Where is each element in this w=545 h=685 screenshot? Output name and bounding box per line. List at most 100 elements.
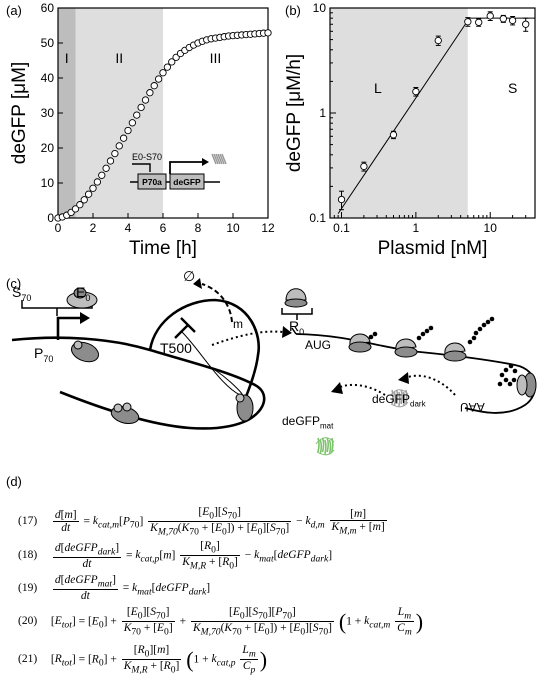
inset-arrow [169,161,202,174]
region-label-III: III [210,50,222,66]
data-point [168,58,176,66]
maturation-arrow-head [331,382,343,394]
x-tick-label: 10 [484,221,498,235]
inset-protein-strand [215,153,221,165]
inset-connector [132,163,151,172]
ribosome-on-mrna-3 [443,342,467,362]
data-point [106,157,115,165]
panel-label-d: (d) [6,474,22,489]
y-tick-label: 40 [41,71,55,85]
data-point [434,36,442,45]
equation-19: (19) d[deGFPmat] dt = kmat[deGFPdark] [18,574,211,603]
polymerase-on-dna-1 [70,340,100,363]
data-point [499,15,507,23]
y-tick-label: 60 [41,1,55,15]
data-point [89,184,97,192]
x-tick-label: 4 [125,221,132,235]
x-axis-label: Plasmid [nM] [378,238,488,259]
release-arrow-head [398,372,409,384]
data-point [141,96,150,104]
s70-factor-icon [73,287,87,299]
beta-strand [395,389,399,405]
region-label-L: L [374,80,382,96]
transcription-arrow [211,330,284,346]
data-point [522,20,530,28]
r0-text: R0 [289,318,305,337]
promoter-arrow [56,316,80,340]
data-point [508,16,517,25]
panel-label-a: (a) [6,3,22,18]
data-point [150,82,158,90]
polymerase-on-dna-2 [110,402,140,425]
degradation-arrow [201,283,233,323]
inset-gene-diagram: E0-S70 P70a deGFP [130,152,227,190]
data-point [93,178,102,186]
nascent-peptide-chains [368,316,518,387]
dna-strand-lower [59,390,249,430]
inset-promoter-label: P70a [142,177,162,187]
inset-promoter-box [137,173,167,190]
ribosome-on-mrna-4 [516,372,537,398]
transcription-arrow-head [282,326,292,338]
data-point [102,164,110,172]
inset-arrow-head [202,158,209,166]
mrna-m-label: m [233,317,243,331]
beta-strand [405,389,408,405]
y-tick-label: 50 [41,36,55,50]
data-point [71,205,80,213]
t500-label: T500 [160,340,192,356]
panel-b-chart: L S 0.1 1 10 0.1 1 10 Plasmid [nM] deGFP [μM/h] [284,1,536,259]
terminator-t500 [174,317,196,339]
mrna-strand [295,333,537,414]
data-point [76,201,84,209]
y-tick-label: 30 [41,106,55,120]
y-tick-label: 0 [47,211,54,225]
inset-protein-strand [213,153,219,165]
beta-strand [319,439,323,455]
data-point [264,29,272,37]
panel-c-schematic [11,278,537,456]
data-point [464,18,472,26]
beta-strand [317,437,320,453]
beta-strand [402,391,406,407]
aug-label: AUG [305,338,332,352]
degfp-dark-label: deGFPdark [372,392,426,409]
equation-20: (20) [Etot] = [E0] + [E0][S70] K70 + [E0]… [18,606,424,638]
x-tick-label: 0.1 [333,221,350,235]
inset-protein-strand [211,153,217,165]
data-point [475,18,483,27]
region-label-I: I [65,50,69,66]
empty-set-label: ∅ [183,268,196,284]
region-label-II: II [115,50,123,66]
x-tick-label: 12 [261,221,275,235]
y-tick-label: 0.1 [309,211,326,225]
equation-21: (21) [Rtot] = [R0] + [R0][m] KM,R + [R0] … [18,644,268,676]
release-arrow [404,374,456,396]
x-tick-label: 10 [226,221,240,235]
data-point [115,142,123,150]
y-tick-label: 10 [313,1,327,15]
data-point [486,12,494,20]
inset-gene-label: deGFP [173,177,201,187]
data-point [84,190,93,198]
p70-label: P70 [34,345,54,364]
region-I [58,8,76,218]
x-tick-label: 2 [90,221,97,235]
data-point [128,119,137,127]
polymerase-on-dna-3 [235,393,254,422]
r0-ribosome-icon [284,288,308,308]
mrna-start-tick [291,327,297,335]
y-axis-label: deGFP [μM] [9,62,30,164]
degfp-dark-protein-icon [389,389,409,408]
ribosome-on-mrna-2 [394,338,418,358]
data-point [111,149,119,158]
region-S [467,8,535,218]
inset-protein-strand [217,153,223,165]
equation-18: (18) d[deGFPdark] dt = kcat,p[m] [R0] KM,R… [18,540,333,572]
data-point [133,111,141,119]
data-point [119,134,128,142]
panel-label-c: (c) [6,276,22,291]
x-tick-label: 1 [413,221,420,235]
data-point [80,196,88,204]
